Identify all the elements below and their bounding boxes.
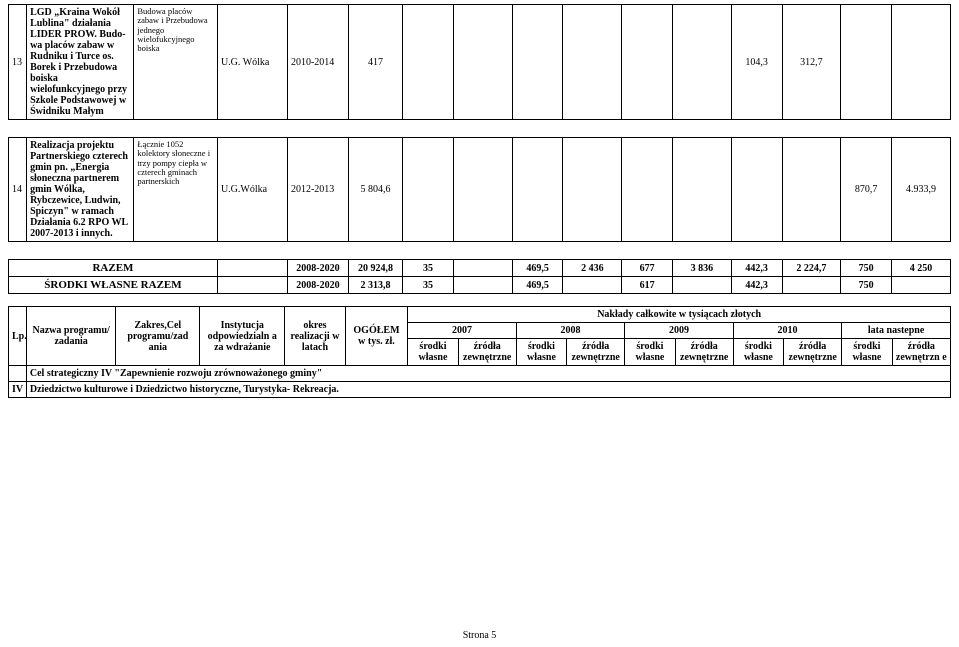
cell — [673, 277, 732, 294]
cell — [217, 277, 287, 294]
row-desc: Realizacja projektu Partnerskiego cztere… — [27, 138, 134, 242]
col-lp: Lp. — [9, 307, 27, 366]
table-row: 13 LGD „Kraina Wokół Lublina" działania … — [9, 5, 951, 120]
row-val: 104,3 — [731, 5, 782, 120]
main-table: 13 LGD „Kraina Wokół Lublina" działania … — [8, 4, 951, 294]
cell — [731, 138, 782, 242]
summary-val: 442,3 — [731, 277, 782, 294]
cell — [892, 5, 951, 120]
col-okres: okres realizacji w latach — [285, 307, 345, 366]
cell — [403, 138, 454, 242]
col-naklady: Nakłady całkowite w tysiącach złotych — [408, 307, 951, 323]
summary-val: 2 436 — [563, 260, 622, 277]
col-year: 2010 — [733, 323, 841, 339]
col-year: 2007 — [408, 323, 516, 339]
col-zrodla: źródła zewnętrzn e — [892, 339, 950, 366]
summary-val: 20 924,8 — [348, 260, 402, 277]
table-row: 14 Realizacja projektu Partnerskiego czt… — [9, 138, 951, 242]
summary-period: 2008-2020 — [287, 260, 348, 277]
summary-row: RAZEM 2008-2020 20 924,8 35 469,5 2 436 … — [9, 260, 951, 277]
col-inst: Instytucja odpowiedzialn a za wdrażanie — [200, 307, 285, 366]
col-zrodla: źródła zewnętrzne — [458, 339, 516, 366]
summary-val: 750 — [841, 260, 892, 277]
summary-val: 35 — [403, 277, 454, 294]
col-nazwa: Nazwa programu/ zadania — [26, 307, 115, 366]
row-period: 2012-2013 — [287, 138, 348, 242]
col-srodki: środki własne — [733, 339, 783, 366]
summary-val: 677 — [622, 260, 673, 277]
summary-val: 469,5 — [512, 277, 563, 294]
summary-val: 442,3 — [731, 260, 782, 277]
cell — [9, 366, 27, 382]
row-place: U.G. Wólka — [217, 5, 287, 120]
table-row: IV Dziedzictwo kulturowe i Dziedzictwo h… — [9, 382, 951, 398]
summary-val: 469,5 — [512, 260, 563, 277]
summary-val: 750 — [841, 277, 892, 294]
summary-label: RAZEM — [9, 260, 218, 277]
row-num: 14 — [9, 138, 27, 242]
row-val: 4.933,9 — [892, 138, 951, 242]
col-srodki: środki własne — [842, 339, 892, 366]
row-period: 2010-2014 — [287, 5, 348, 120]
col-zrodla: źródła zewnętrzne — [675, 339, 733, 366]
cell — [563, 277, 622, 294]
table-row: Cel strategiczny IV "Zapewnienie rozwoju… — [9, 366, 951, 382]
cell — [403, 5, 454, 120]
summary-period: 2008-2020 — [287, 277, 348, 294]
cell — [622, 5, 673, 120]
cell — [453, 138, 512, 242]
cell — [841, 5, 892, 120]
cell — [453, 277, 512, 294]
cell — [453, 5, 512, 120]
row-place: U.G.Wólka — [217, 138, 287, 242]
cell — [563, 5, 622, 120]
summary-row: ŚRODKI WŁASNE RAZEM 2008-2020 2 313,8 35… — [9, 277, 951, 294]
row-num: 13 — [9, 5, 27, 120]
summary-val: 4 250 — [892, 260, 951, 277]
summary-val: 2 313,8 — [348, 277, 402, 294]
cell — [782, 138, 841, 242]
header-row: Lp. Nazwa programu/ zadania Zakres,Cel p… — [9, 307, 951, 323]
cell — [673, 138, 732, 242]
col-srodki: środki własne — [625, 339, 675, 366]
row-detail: Budowa placów zabaw i Przebudowa jednego… — [134, 5, 218, 120]
page-footer: Strona 5 — [0, 630, 959, 641]
row-val: 312,7 — [782, 5, 841, 120]
header-table: Lp. Nazwa programu/ zadania Zakres,Cel p… — [8, 306, 951, 398]
cell — [512, 5, 563, 120]
row-num: IV — [9, 382, 27, 398]
col-lata: lata nastepne — [842, 323, 951, 339]
cell — [782, 277, 841, 294]
cell — [217, 260, 287, 277]
col-srodki: środki własne — [516, 339, 566, 366]
col-zakres: Zakres,Cel programu/zad ania — [116, 307, 200, 366]
summary-val: 2 224,7 — [782, 260, 841, 277]
col-zrodla: źródła zewnętrzne — [784, 339, 842, 366]
col-zrodla: źródła zewnętrzne — [567, 339, 625, 366]
col-year: 2009 — [625, 323, 733, 339]
cell — [563, 138, 622, 242]
row-iv: Dziedzictwo kulturowe i Dziedzictwo hist… — [26, 382, 950, 398]
cell — [673, 5, 732, 120]
col-srodki: środki własne — [408, 339, 458, 366]
summary-val: 617 — [622, 277, 673, 294]
cell — [453, 260, 512, 277]
cell — [892, 277, 951, 294]
row-val: 417 — [348, 5, 402, 120]
summary-val: 3 836 — [673, 260, 732, 277]
cell — [512, 138, 563, 242]
cell — [622, 138, 673, 242]
summary-label: ŚRODKI WŁASNE RAZEM — [9, 277, 218, 294]
row-detail: Łącznie 1052 kolektory słoneczne i trzy … — [134, 138, 218, 242]
col-year: 2008 — [516, 323, 624, 339]
row-desc: LGD „Kraina Wokół Lublina" działania LID… — [27, 5, 134, 120]
col-ogolem: OGÓŁEM w tys. zł. — [345, 307, 408, 366]
summary-val: 35 — [403, 260, 454, 277]
row-cel: Cel strategiczny IV "Zapewnienie rozwoju… — [26, 366, 950, 382]
row-val: 870,7 — [841, 138, 892, 242]
row-val: 5 804,6 — [348, 138, 402, 242]
